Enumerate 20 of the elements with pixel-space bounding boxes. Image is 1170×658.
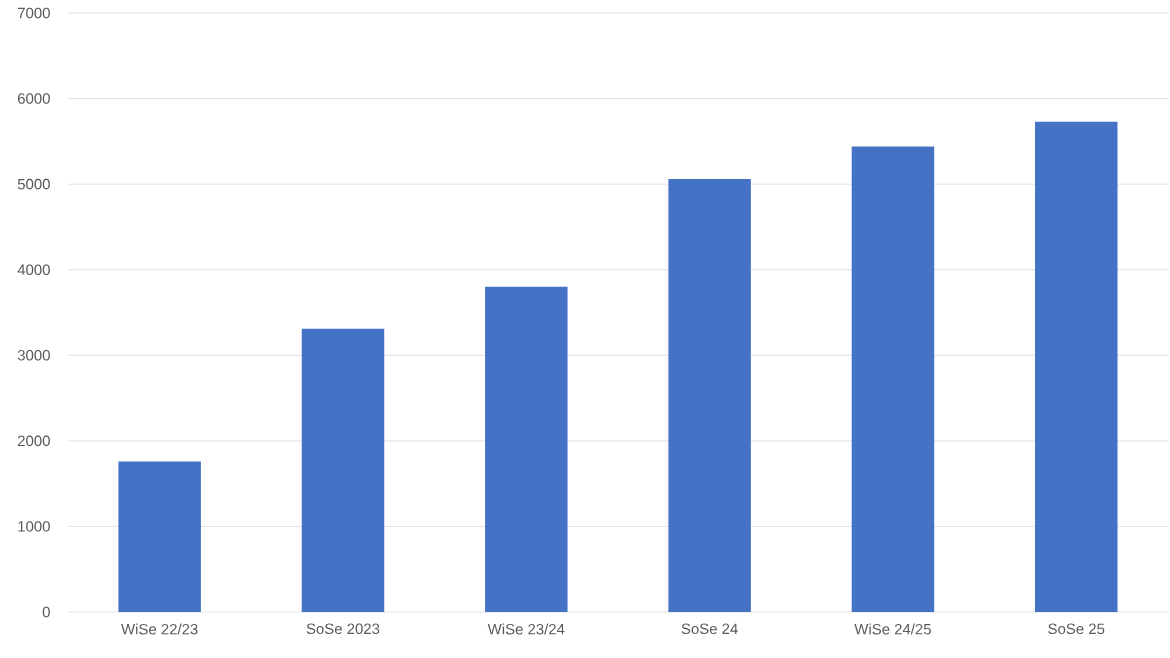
bar <box>485 286 568 612</box>
x-tick-label: SoSe 25 <box>1048 623 1105 635</box>
x-tick-label: WiSe 23/24 <box>487 623 565 635</box>
y-tick-label: 7000 <box>18 7 50 19</box>
x-tick-label: WiSe 22/23 <box>121 623 198 635</box>
y-tick-label: 1000 <box>18 521 50 532</box>
y-tick-label: 3000 <box>17 349 50 361</box>
bar <box>851 146 935 612</box>
bar <box>1035 121 1118 612</box>
bar <box>118 461 201 612</box>
x-tick-label: SoSe 2023 <box>306 623 380 635</box>
x-tick-label: SoSe 24 <box>681 623 738 635</box>
y-tick-label: 6000 <box>18 93 50 104</box>
bar <box>301 328 385 612</box>
y-tick-label: 4000 <box>17 264 50 275</box>
y-tick-label: 0 <box>42 606 50 618</box>
y-tick-label: 5000 <box>17 178 50 190</box>
y-tick-label: 2000 <box>17 435 50 447</box>
x-tick-label: WiSe 24/25 <box>854 623 931 635</box>
bar <box>668 179 751 612</box>
